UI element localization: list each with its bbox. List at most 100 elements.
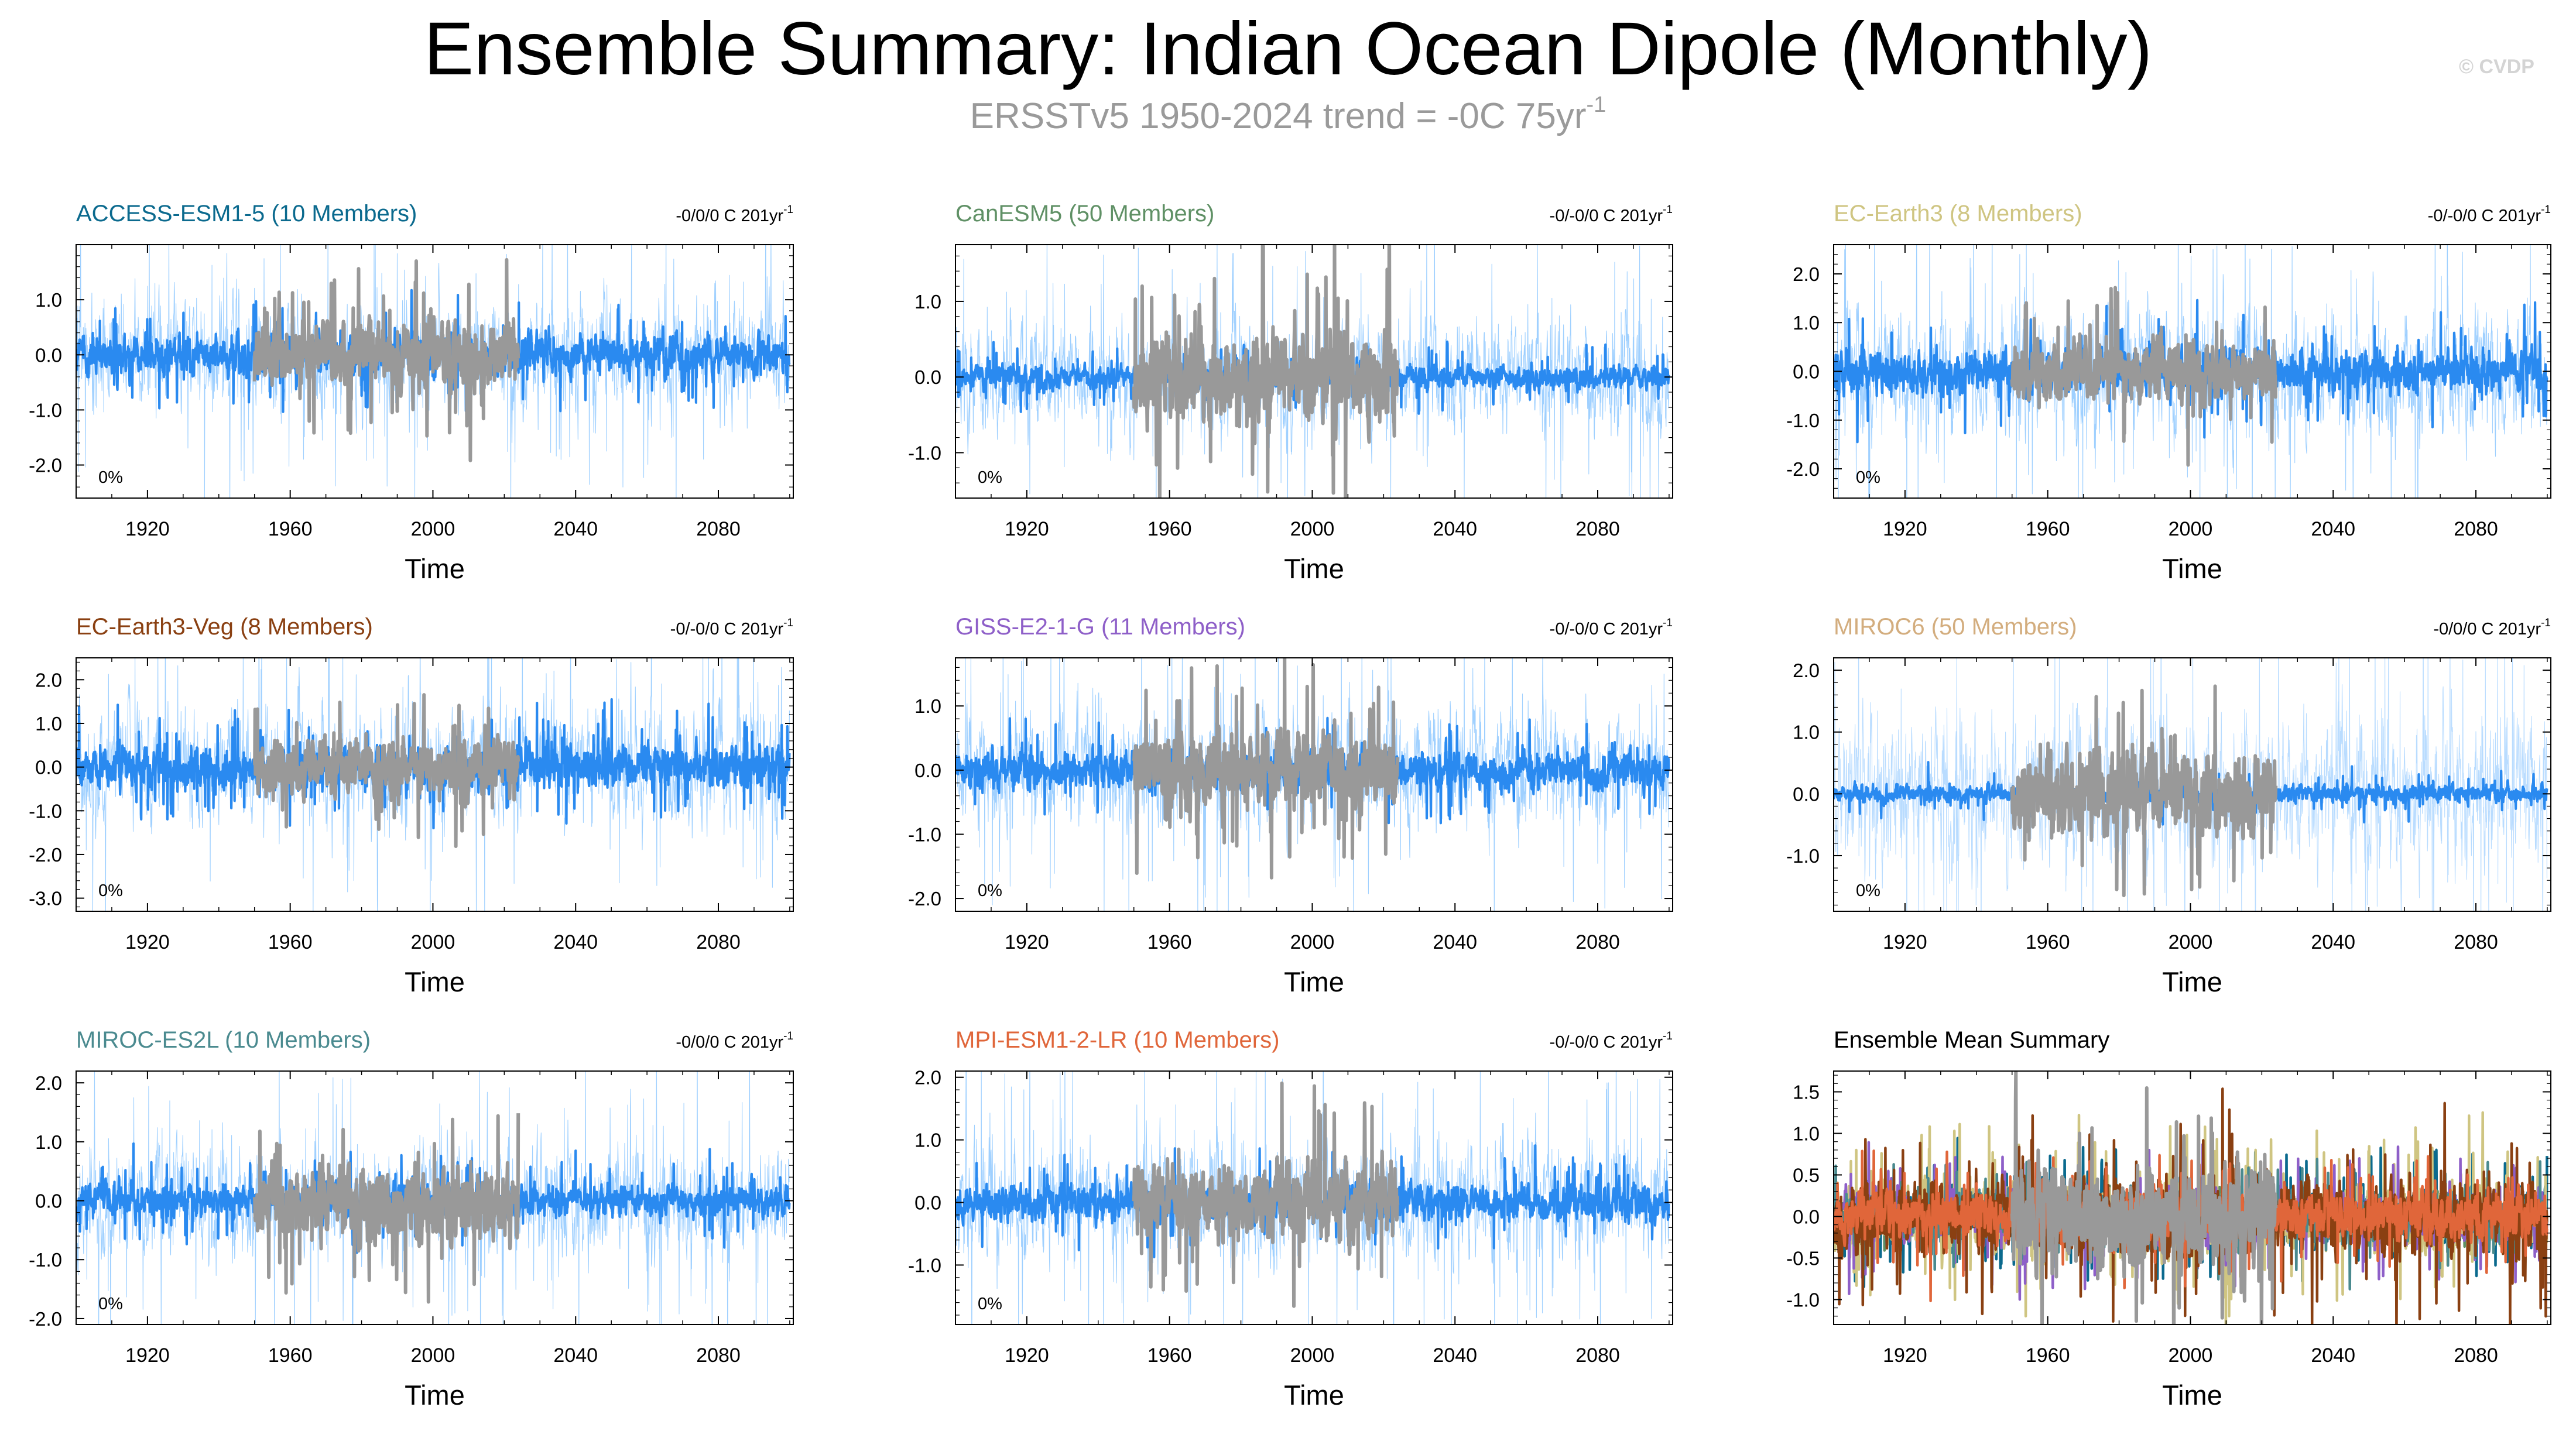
trend-label: -0/0/0 C 201yr-1 [676,204,793,225]
x-tick-label: 2080 [1575,518,1620,540]
panel-title: ACCESS-ESM1-5 (10 Members) [76,201,417,227]
trend-label: -0/-0/0 C 201yr-1 [670,617,793,639]
panel-miroc6-50-members: MIROC6 (50 Members) -0/0/0 C 201yr-1 1920 1… [1786,614,2551,997]
panel-ec-earth3-veg-8-members: EC-Earth3-Veg (8 Members) -0/-0/0 C 201yr… [29,614,794,997]
x-tick-label: 2040 [1433,518,1477,540]
x-tick-label: 2000 [411,518,455,540]
x-tick-label: 1920 [1005,518,1049,540]
page-subtitle: ERSSTv5 1950-2024 trend = -0C 75yr-1 [0,92,2576,137]
y-tick-label: 0.0 [35,344,62,366]
x-tick-label: 2000 [2169,1344,2213,1367]
panel-canesm5-50-members: CanESM5 (50 Members) -0/-0/0 C 201yr-1 192… [908,201,1673,584]
x-tick-label: 1960 [1147,931,1192,953]
trend-label: -0/0/0 C 201yr-1 [2433,617,2551,639]
y-tick-label: 1.0 [914,291,941,313]
y-tick-label: -2.0 [908,888,941,910]
percent-annotation: 0% [98,881,123,900]
x-tick-label: 2040 [2311,518,2355,540]
x-axis-title: Time [1284,553,1344,584]
x-tick-label: 1960 [268,518,313,540]
y-tick-label: 0.0 [1793,361,1820,383]
plot-frame [76,244,794,499]
y-tick-label: 1.0 [1793,722,1820,743]
subtitle-text: ERSSTv5 1950-2024 trend = -0C 75yr [970,96,1587,136]
y-tick-label: -1.0 [1786,845,1820,867]
x-tick-label: 2080 [696,931,741,953]
y-tick-label: 1.5 [1793,1081,1820,1103]
x-tick-label: 1960 [268,931,313,953]
panel-title: MIROC-ES2L (10 Members) [76,1027,371,1053]
y-tick-label: -1.0 [29,800,62,822]
x-tick-label: 2000 [1290,1344,1335,1367]
series-layer [955,245,1670,498]
x-axis-title: Time [405,1379,465,1411]
x-tick-label: 2080 [2454,1344,2498,1367]
y-tick-label: -3.0 [29,888,62,910]
panel-ensemble-mean-summary: Ensemble Mean Summary 1920 1960 2000 2040 208… [1786,1027,2551,1411]
x-tick-label: 1960 [2026,518,2070,540]
x-axis-title: Time [405,966,465,997]
y-tick-label: -1.0 [29,1249,62,1271]
y-tick-label: 1.0 [1793,312,1820,334]
percent-annotation: 0% [978,881,1002,900]
plot-frame [1833,657,2551,912]
panel-title: CanESM5 (50 Members) [955,201,1214,227]
y-tick-label: 0.0 [35,1190,62,1212]
series-layer [1834,245,2548,498]
y-tick-label: 0.0 [1793,783,1820,805]
panel-ec-earth3-8-members: EC-Earth3 (8 Members) -0/-0/0 C 201yr-1 19… [1786,201,2551,584]
cvdp-watermark: © CVDP [2459,56,2534,78]
series-layer [76,245,791,498]
y-tick-label: 1.0 [1793,1123,1820,1144]
y-tick-label: -1.0 [1786,410,1820,431]
plot-frame [955,657,1673,912]
plot-frame [955,1070,1673,1325]
y-tick-label: -1.0 [29,399,62,421]
x-axis-title: Time [2162,553,2222,584]
x-tick-label: 1920 [125,518,170,540]
series-line-ersstv5 [252,258,520,462]
series-layer [76,658,791,911]
y-tick-label: -1.0 [908,823,941,845]
y-tick-label: 2.0 [914,1067,941,1089]
x-tick-label: 2040 [553,518,598,540]
panel-access-esm1-5-10-members: ACCESS-ESM1-5 (10 Members) -0/0/0 C 201yr… [29,201,794,584]
y-tick-label: 2.0 [35,669,62,691]
y-tick-label: 2.0 [1793,660,1820,681]
series-line-ersstv5 [2010,1071,2278,1324]
x-tick-label: 2000 [1290,518,1335,540]
y-tick-label: 1.0 [35,1131,62,1153]
x-tick-label: 1960 [1147,518,1192,540]
x-tick-label: 2080 [1575,1344,1620,1367]
series-line-ersstv5 [2010,684,2278,897]
x-tick-label: 2040 [553,1344,598,1367]
series-line-ersstv5 [1132,658,1400,880]
y-tick-label: 1.0 [914,1130,941,1151]
subtitle-exponent: -1 [1586,92,1606,117]
y-tick-label: 0.0 [1793,1206,1820,1227]
series-line-ersstv5 [252,1113,520,1304]
x-tick-label: 1960 [268,1344,313,1367]
x-axis-title: Time [2162,1379,2222,1411]
plot-frame [76,1070,794,1325]
x-tick-label: 1920 [1005,931,1049,953]
x-tick-label: 2040 [2311,1344,2355,1367]
x-axis-title: Time [1284,966,1344,997]
panel-miroc-es2l-10-members: MIROC-ES2L (10 Members) -0/0/0 C 201yr-1 1… [29,1027,794,1411]
x-tick-label: 2000 [2169,518,2213,540]
series-line-ersstv5 [1132,245,1400,498]
percent-annotation: 0% [98,1295,123,1313]
plot-frame [1833,1070,2551,1325]
panel-title: MPI-ESM1-2-LR (10 Members) [955,1027,1279,1053]
y-tick-label: 1.0 [35,289,62,311]
series-layer [955,1071,1670,1324]
x-tick-label: 1920 [125,1344,170,1367]
x-tick-label: 2080 [2454,518,2498,540]
y-tick-label: -2.0 [29,1308,62,1330]
x-tick-label: 2080 [696,1344,741,1367]
percent-annotation: 0% [1856,468,1880,487]
panel-title: MIROC6 (50 Members) [1834,614,2077,640]
percent-annotation: 0% [98,468,123,487]
y-tick-label: 1.0 [914,695,941,717]
y-tick-label: 0.0 [914,366,941,388]
